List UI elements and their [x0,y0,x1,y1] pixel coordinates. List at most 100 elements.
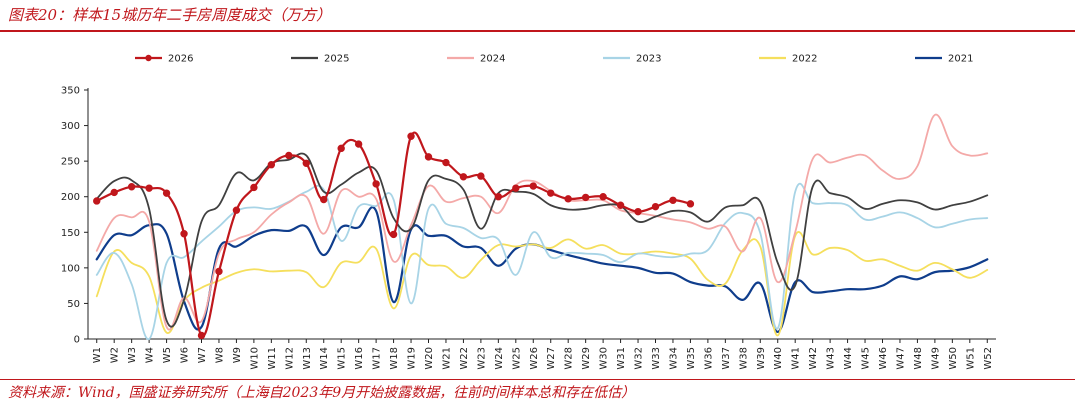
point-2026-W6 [180,230,188,238]
x-tick-label: W6 [180,347,191,363]
legend-label: 2024 [480,54,505,65]
x-tick-label: W33 [651,347,662,370]
x-tick-label: W43 [826,347,837,370]
y-tick-label: 250 [61,157,80,168]
legend-label: 2026 [168,54,193,65]
point-2026-W19 [407,132,415,140]
x-tick-label: W41 [791,347,802,370]
x-tick-label: W3 [127,347,138,363]
x-tick-label: W1 [92,347,103,363]
point-2026-W24 [494,193,503,201]
x-tick-label: W9 [232,347,243,363]
title-divider [0,30,1075,32]
axes: 0 50 100 150 200 250 300 350 W1 W2 W3 W4 W5 W6 W7 W8 W9 W… [61,86,996,370]
legend-marker [145,54,152,62]
x-tick-label: W37 [721,347,732,370]
point-2026-W34 [669,196,677,204]
point-2026-W20 [424,153,433,161]
x-tick-label: W36 [703,347,714,370]
point-2026-W2 [110,188,118,197]
series-2026 [93,131,695,340]
point-2026-W30 [599,193,607,201]
point-2026-W4 [145,184,153,192]
x-tick-label: W39 [756,347,767,370]
point-2026-W31 [616,201,625,209]
y-tick-label: 150 [61,228,80,239]
x-tick-label: W45 [861,347,872,370]
x-tick-label: W8 [214,347,225,363]
series-2024 [95,113,989,331]
point-2026-W35 [686,200,695,208]
x-tick-label: W34 [668,347,679,370]
series-2025 [95,152,989,328]
x-tick-label: W50 [948,347,959,370]
x-tick-label: W48 [913,347,924,370]
legend-label: 2023 [636,54,661,65]
x-tick-label: W15 [337,347,348,370]
point-2026-W27 [547,189,555,197]
x-tick-label: W38 [738,347,749,370]
point-2026-W16 [354,140,363,148]
x-tick-label: W32 [634,347,645,370]
series-line-2022 [95,231,989,337]
legend-label: 2021 [948,54,973,65]
point-2026-W8 [215,267,223,276]
point-2026-W23 [477,172,485,180]
legend-item-2022: 2022 [759,54,817,65]
x-tick-label: W30 [599,347,610,370]
x-tick-label: W14 [319,347,330,370]
point-2026-W10 [250,183,258,192]
x-tick-label: W2 [110,347,121,363]
x-tick-label: W47 [895,347,906,370]
x-tick-label: W20 [424,347,435,370]
series-2022 [95,231,989,337]
point-2026-W26 [529,182,537,190]
legend-item-2025: 2025 [291,54,349,65]
x-tick-label: W23 [476,347,487,370]
point-2026-W14 [320,195,328,204]
y-tick-label: 50 [67,299,80,310]
x-tick-label: W35 [686,347,697,370]
x-tick-label: W12 [284,347,295,370]
point-2026-W9 [232,206,241,214]
series-layer [93,113,989,340]
point-2026-W17 [372,180,380,188]
point-2026-W11 [267,161,276,169]
x-tick-label: W25 [511,347,522,370]
x-tick-label: W11 [267,347,278,370]
point-2026-W28 [564,195,572,203]
point-2026-W5 [162,189,171,197]
y-tick-label: 100 [61,263,80,274]
figure-title: 图表20：样本15城历年二手房周度成交（万方） [8,6,332,24]
x-tick-label: W51 [965,347,976,370]
point-2026-W13 [302,159,310,167]
x-tick-label: W16 [354,347,365,370]
point-2026-W29 [581,193,590,202]
x-tick-label: W42 [808,347,819,370]
y-tick-label: 350 [61,86,80,97]
legend-item-2026: 2026 [135,54,193,65]
x-tick-label: W19 [407,347,418,370]
legend-item-2024: 2024 [447,54,505,65]
legend: 2026 2025 2024 2023 2022 2021 [135,54,973,65]
point-2026-W32 [634,207,642,216]
x-tick-label: W4 [145,347,156,363]
point-2026-W7 [197,331,206,340]
x-tick-label: W31 [616,347,627,370]
x-tick-label: W52 [983,347,994,370]
point-2026-W21 [442,158,450,167]
x-tick-label: W24 [494,347,505,370]
legend-label: 2022 [792,54,817,65]
x-tick-label: W27 [546,347,557,370]
x-tick-label: W29 [581,347,592,370]
point-2026-W25 [512,184,520,192]
point-2026-W3 [127,183,136,191]
x-tick-label: W46 [878,347,889,370]
legend-item-2021: 2021 [915,54,973,65]
x-tick-label: W18 [389,347,400,370]
point-2026-W22 [459,173,468,181]
x-tick-label: W7 [197,347,208,363]
series-line-2025 [95,152,989,328]
y-tick-label: 300 [61,121,80,132]
point-2026-W33 [651,202,660,211]
